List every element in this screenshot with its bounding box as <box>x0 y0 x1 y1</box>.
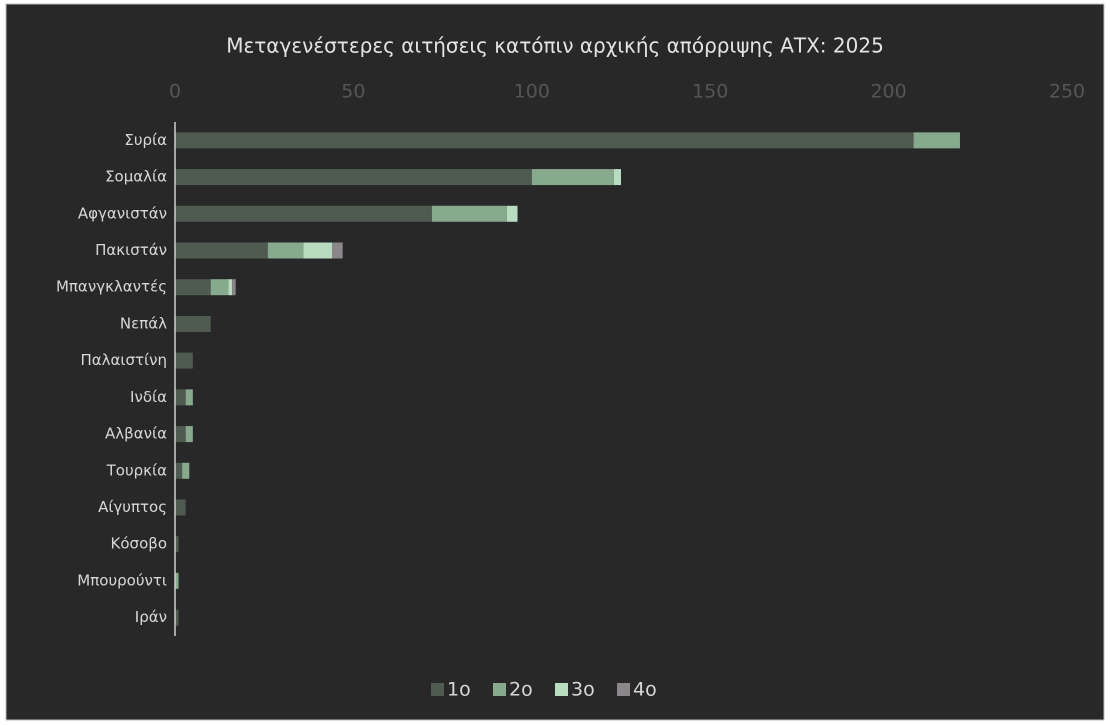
legend-swatch <box>617 683 630 696</box>
bar-segment <box>267 242 304 259</box>
bar-segment <box>303 242 332 259</box>
chart-background <box>5 3 1105 721</box>
y-tick-label: Συρία <box>124 131 167 149</box>
bar-segment <box>175 279 211 296</box>
y-tick-label: Αφγανιστάν <box>78 204 167 222</box>
x-tick-label: 200 <box>870 81 906 103</box>
y-tick-label: Αίγυπτος <box>98 498 167 516</box>
bar-segment <box>175 169 532 186</box>
bar-segment <box>175 426 186 443</box>
bar-segment <box>185 426 193 443</box>
bar-segment <box>175 352 193 369</box>
chart-title: Μεταγενέστερες αιτήσεις κατόπιν αρχικής … <box>226 34 884 58</box>
legend-label: 4ο <box>633 679 657 701</box>
y-tick-label: Ινδία <box>130 388 167 406</box>
legend-label: 1ο <box>447 679 471 701</box>
y-tick-label: Τουρκία <box>106 461 167 479</box>
bar-segment <box>331 242 343 259</box>
x-tick-label: 0 <box>169 81 181 103</box>
legend-swatch <box>431 683 444 696</box>
x-tick-label: 50 <box>341 81 365 103</box>
bar-segment <box>175 205 432 222</box>
y-tick-label: Παλαιστίνη <box>80 351 167 369</box>
x-tick-label: 100 <box>514 81 550 103</box>
y-tick-label: Αλβανία <box>105 425 167 443</box>
bar-segment <box>175 572 179 589</box>
bar-segment <box>182 462 190 479</box>
y-tick-label: Ιράν <box>135 608 167 626</box>
x-tick-label: 150 <box>692 81 728 103</box>
legend-label: 2ο <box>509 679 533 701</box>
bar-segment <box>913 132 960 149</box>
bar-segment <box>185 389 193 406</box>
y-tick-label: Πακιστάν <box>95 241 167 259</box>
bar-segment <box>232 279 236 296</box>
bar-segment <box>431 205 507 222</box>
bar-segment <box>175 609 179 626</box>
y-tick-label: Μπουρούντι <box>77 571 167 589</box>
y-tick-label: Νεπάλ <box>120 314 167 332</box>
bar-segment <box>210 279 229 296</box>
y-tick-label: Μπανγκλαντές <box>56 278 167 296</box>
legend-label: 3ο <box>571 679 595 701</box>
bar-segment <box>175 499 186 516</box>
bar-segment <box>506 205 518 222</box>
bar-segment <box>175 536 179 553</box>
legend-swatch <box>555 683 568 696</box>
bar-segment <box>175 242 268 259</box>
x-tick-label: 250 <box>1049 81 1085 103</box>
bar-segment <box>613 169 621 186</box>
bar-segment <box>175 315 211 332</box>
y-tick-label: Σομαλία <box>105 168 167 186</box>
bar-segment <box>228 279 233 296</box>
legend-swatch <box>493 683 506 696</box>
bar-segment <box>175 462 183 479</box>
bar-segment <box>175 132 914 149</box>
y-tick-label: Κόσοβο <box>111 535 167 553</box>
bar-segment <box>531 169 614 186</box>
bar-segment <box>175 389 186 406</box>
